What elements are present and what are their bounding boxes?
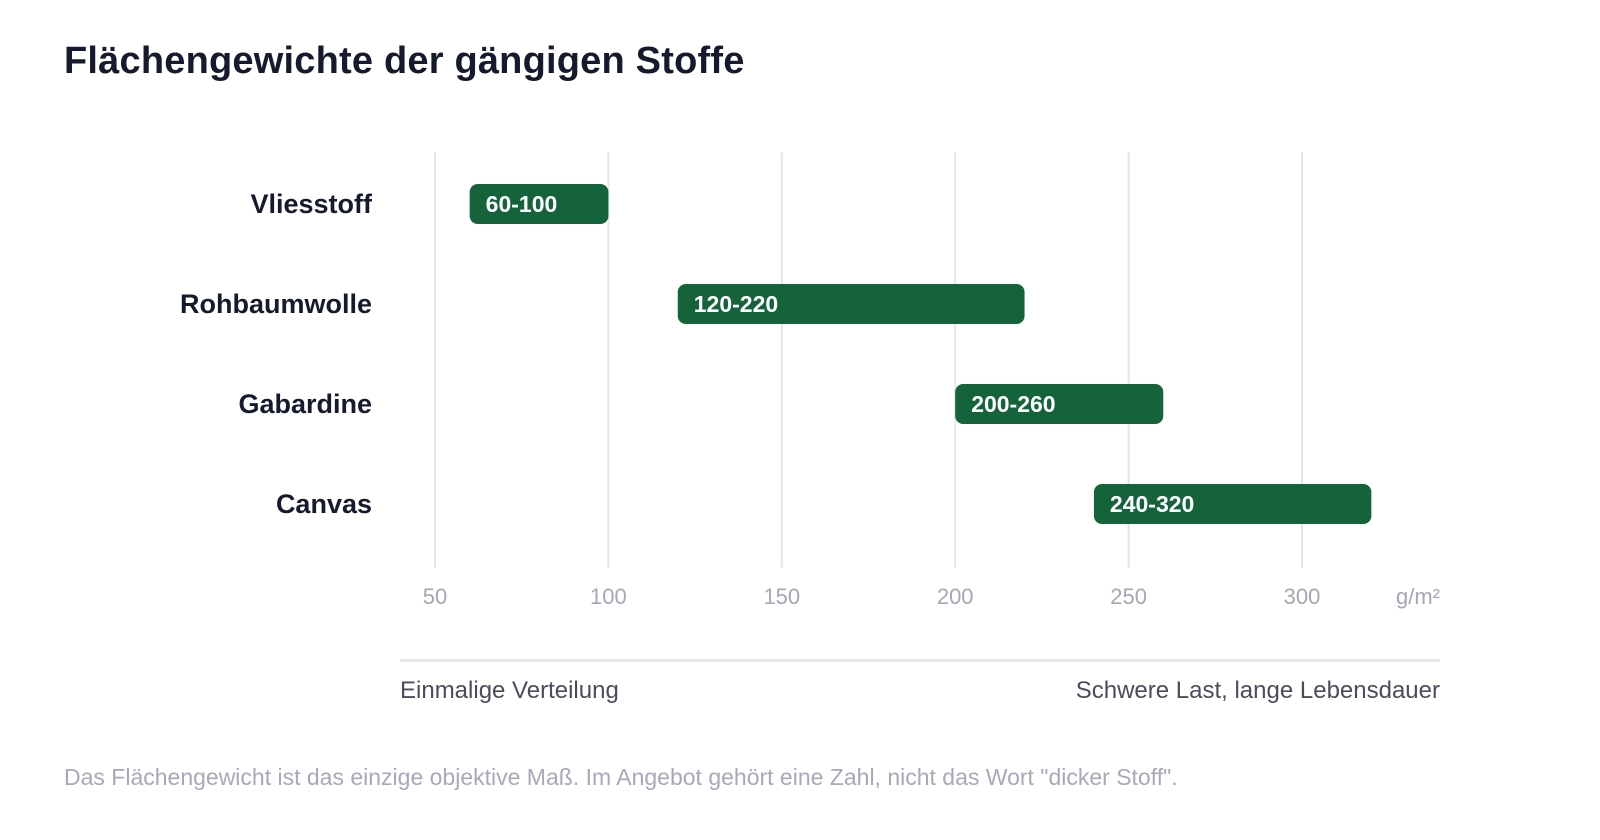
range-bar — [469, 184, 609, 224]
bar-value-label: 120-220 — [694, 291, 778, 317]
bar-value-label: 200-260 — [971, 391, 1055, 417]
bar-value-label: 240-320 — [1110, 491, 1194, 517]
footnote: Das Flächengewicht ist das einzige objek… — [64, 764, 1178, 790]
scale-divider — [400, 659, 1440, 662]
category-label: Gabardine — [238, 389, 372, 419]
range-bar — [955, 384, 1164, 424]
x-tick-label: 150 — [763, 584, 800, 609]
range-bar — [677, 284, 1025, 324]
category-label: Vliesstoff — [250, 189, 373, 219]
x-unit-label: g/m² — [1396, 584, 1440, 609]
range-bar — [1093, 484, 1372, 524]
x-tick-label: 300 — [1284, 584, 1321, 609]
category-label: Rohbaumwolle — [180, 289, 372, 319]
bar-value-label: 60-100 — [486, 191, 558, 217]
page-title: Flächengewichte der gängigen Stoffe — [64, 40, 745, 82]
scale-label-right: Schwere Last, lange Lebensdauer — [1075, 677, 1440, 704]
x-tick-label: 250 — [1110, 584, 1147, 609]
x-tick-label: 100 — [590, 584, 627, 609]
x-tick-label: 200 — [937, 584, 974, 609]
category-label: Canvas — [276, 489, 372, 519]
x-tick-label: 50 — [423, 584, 447, 609]
scale-label-left: Einmalige Verteilung — [400, 677, 619, 704]
